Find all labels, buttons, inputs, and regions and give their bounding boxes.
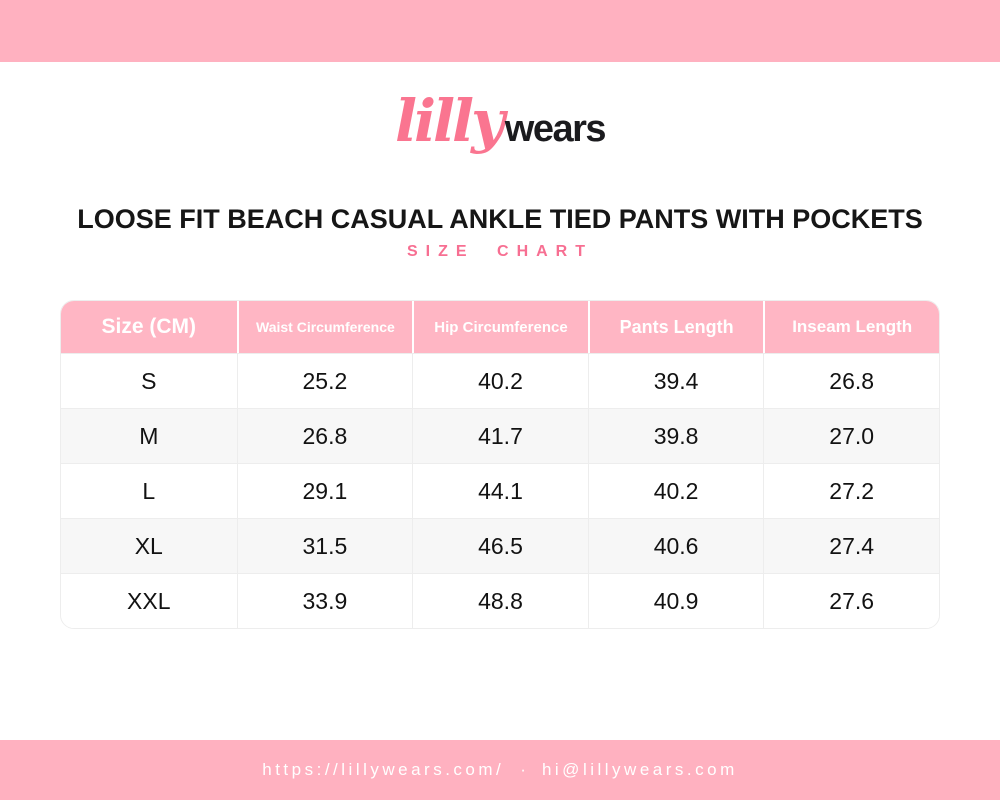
table-row: XL 31.5 46.5 40.6 27.4 xyxy=(61,518,939,573)
column-header-hip: Hip Circumference xyxy=(412,301,588,353)
footer-email: hi@lillywears.com xyxy=(541,760,738,779)
table-row: M 26.8 41.7 39.8 27.0 xyxy=(61,408,939,463)
column-header-size: Size (CM) xyxy=(61,301,237,353)
value-cell: 39.4 xyxy=(587,353,764,408)
footer-separator-dot: · xyxy=(520,760,526,779)
value-cell: 29.1 xyxy=(236,463,413,518)
value-cell: 27.4 xyxy=(763,518,939,573)
table-row: XXL 33.9 48.8 40.9 27.6 xyxy=(61,573,939,628)
size-cell: XL xyxy=(61,518,237,573)
value-cell: 26.8 xyxy=(236,408,413,463)
column-header-pants-length: Pants Length xyxy=(587,301,764,353)
logo-script-text: lilly xyxy=(394,87,505,155)
value-cell: 46.5 xyxy=(412,518,588,573)
value-cell: 31.5 xyxy=(236,518,413,573)
value-cell: 40.6 xyxy=(587,518,764,573)
size-chart-label: SIZE CHART xyxy=(407,243,593,260)
value-cell: 27.2 xyxy=(763,463,939,518)
size-cell: M xyxy=(61,408,237,463)
footer-banner: https://lillywears.com/ · hi@lillywears.… xyxy=(0,740,1000,800)
product-title: LOOSE FIT BEACH CASUAL ANKLE TIED PANTS … xyxy=(77,204,923,234)
table-header-row: Size (CM) Waist Circumference Hip Circum… xyxy=(61,301,939,353)
value-cell: 40.2 xyxy=(412,353,588,408)
size-cell: S xyxy=(61,353,237,408)
value-cell: 48.8 xyxy=(412,573,588,628)
logo-bold-text: wears xyxy=(504,108,607,150)
size-chart-table: Size (CM) Waist Circumference Hip Circum… xyxy=(61,301,939,628)
value-cell: 25.2 xyxy=(236,353,413,408)
brand-logo: lillywears xyxy=(0,92,1000,150)
table-row: S 25.2 40.2 39.4 26.8 xyxy=(61,353,939,408)
value-cell: 27.6 xyxy=(763,573,939,628)
top-banner xyxy=(0,0,1000,62)
column-header-waist: Waist Circumference xyxy=(236,301,413,353)
value-cell: 40.9 xyxy=(587,573,764,628)
value-cell: 44.1 xyxy=(412,463,588,518)
footer-url: https://lillywears.com/ xyxy=(262,760,505,779)
table-row: L 29.1 44.1 40.2 27.2 xyxy=(61,463,939,518)
column-header-inseam-length: Inseam Length xyxy=(763,301,939,353)
size-cell: XXL xyxy=(61,573,237,628)
value-cell: 40.2 xyxy=(587,463,764,518)
value-cell: 33.9 xyxy=(236,573,413,628)
value-cell: 41.7 xyxy=(412,408,588,463)
value-cell: 27.0 xyxy=(763,408,939,463)
value-cell: 39.8 xyxy=(587,408,764,463)
size-cell: L xyxy=(61,463,237,518)
value-cell: 26.8 xyxy=(763,353,939,408)
size-chart-table-container: Size (CM) Waist Circumference Hip Circum… xyxy=(60,300,940,629)
